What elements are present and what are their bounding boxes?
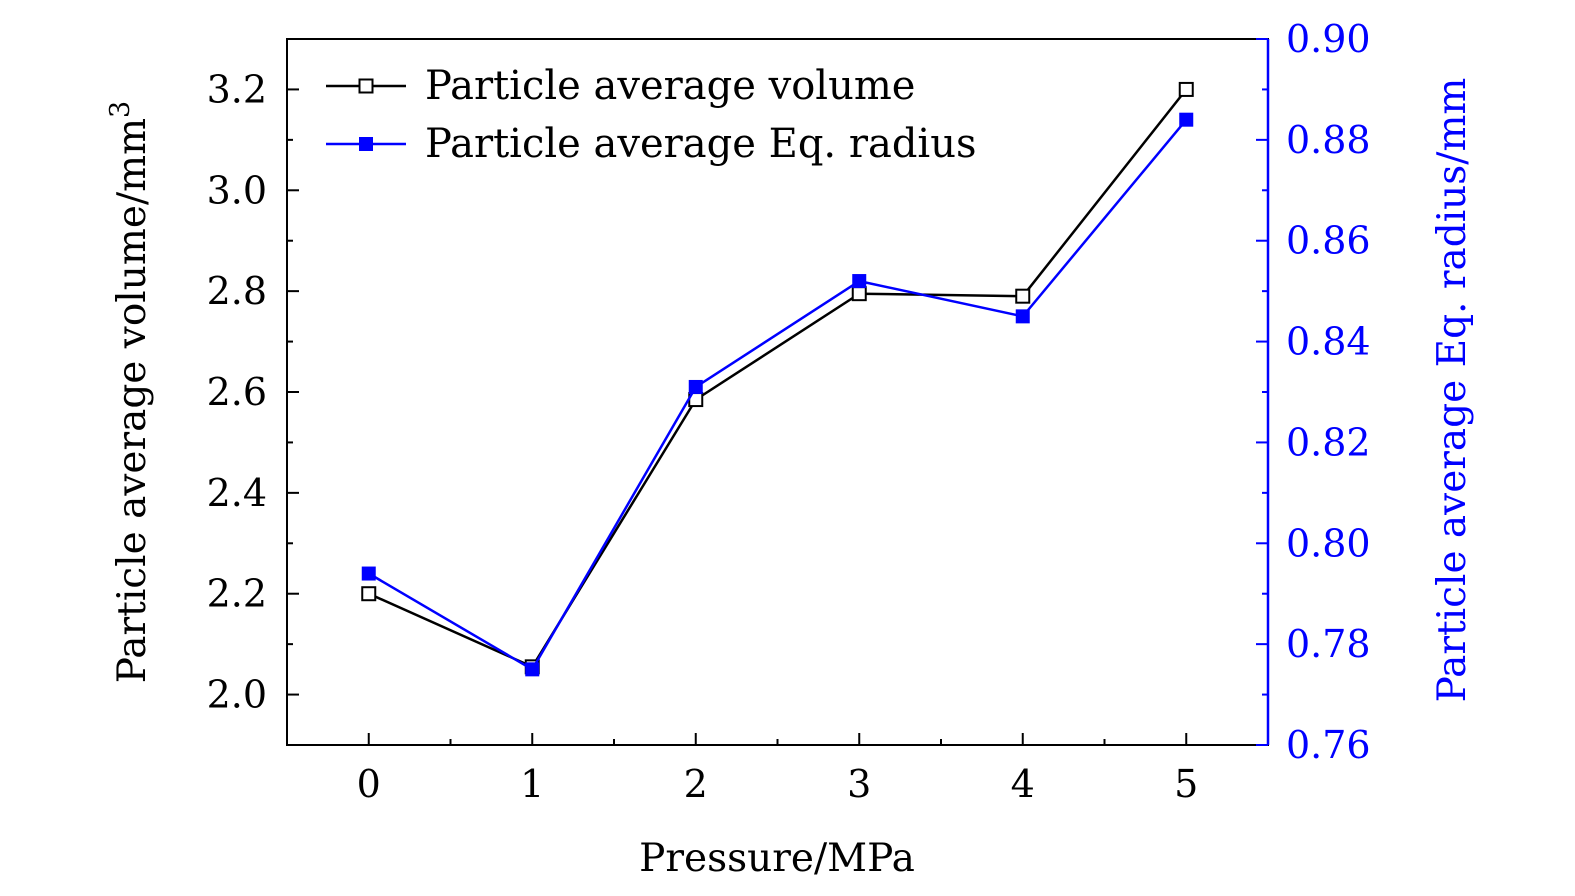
left-y-tick-label: 2.0 <box>207 673 267 717</box>
x-tick-label: 3 <box>847 762 871 806</box>
series-line-0 <box>368 88 1188 669</box>
series-0-point-0 <box>361 586 377 602</box>
left-y-tick-label: 2.6 <box>207 370 267 414</box>
right-y-tick-label: 0.80 <box>1286 521 1371 565</box>
left-y-axis-title: Particle average volume/mm3 <box>105 101 155 683</box>
series-layer <box>361 81 1194 677</box>
legend-marker-radius <box>359 137 373 151</box>
left-y-tick-label: 2.4 <box>207 471 267 515</box>
series-1-point-1 <box>525 662 540 677</box>
series-0-point-3 <box>851 286 867 302</box>
right-y-tick-label: 0.76 <box>1286 723 1371 767</box>
right-y-tick-label: 0.86 <box>1286 219 1371 263</box>
x-tick-label: 2 <box>684 762 708 806</box>
left-y-tick-label: 3.2 <box>207 67 267 111</box>
series-1-point-0 <box>361 566 376 581</box>
left-y-tick-label: 2.2 <box>207 572 267 616</box>
left-y-axis-ticks: 2.0 2.2 2.4 2.6 2.8 3.0 3.2 <box>207 38 299 746</box>
left-y-tick-label: 3.0 <box>207 168 267 212</box>
legend: Particle average volume Particle average… <box>326 63 977 167</box>
right-y-tick-label: 0.78 <box>1286 622 1371 666</box>
x-tick-label: 1 <box>520 762 544 806</box>
right-y-tick-label: 0.82 <box>1286 420 1371 464</box>
legend-marker-volume <box>358 78 374 94</box>
legend-label-volume: Particle average volume <box>425 63 915 109</box>
left-y-tick-label: 2.8 <box>207 269 267 313</box>
series-1-point-5 <box>1179 112 1194 127</box>
series-1-point-2 <box>688 379 703 394</box>
left-y-axis-title-superscript: 3 <box>105 101 136 118</box>
series-1-point-3 <box>852 274 867 289</box>
left-y-axis-title-text: Particle average volume/mm <box>110 118 155 683</box>
legend-label-radius: Particle average Eq. radius <box>425 121 977 167</box>
right-y-axis-ticks: 0.76 0.78 0.80 0.82 0.84 0.86 0.88 0.90 <box>1256 17 1371 767</box>
series-0-point-5 <box>1178 81 1194 97</box>
x-axis-ticks: 0 1 2 3 4 5 <box>357 733 1198 806</box>
x-axis-title: Pressure/MPa <box>639 836 915 881</box>
x-tick-label: 5 <box>1174 762 1198 806</box>
right-y-tick-label: 0.90 <box>1286 17 1371 61</box>
right-y-tick-label: 0.88 <box>1286 118 1371 162</box>
series-line-1 <box>368 118 1188 672</box>
x-tick-label: 4 <box>1011 762 1035 806</box>
series-0-point-4 <box>1015 288 1031 304</box>
right-y-tick-label: 0.84 <box>1286 320 1371 364</box>
right-y-axis-title: Particle average Eq. radius/mm <box>1430 78 1475 703</box>
series-1-point-4 <box>1015 309 1030 324</box>
x-tick-label: 0 <box>357 762 381 806</box>
